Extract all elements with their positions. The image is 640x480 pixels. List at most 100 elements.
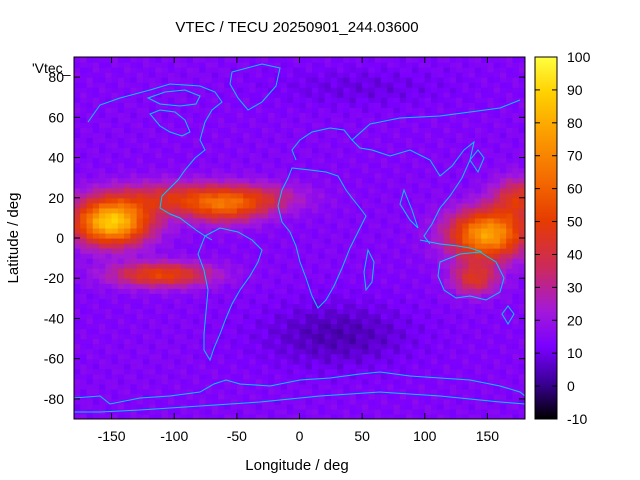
heatmap-cell (249, 62, 257, 68)
heatmap-cell (412, 197, 420, 204)
heatmap-cell (449, 87, 457, 93)
heatmap-cell (443, 303, 451, 309)
heatmap-cell (481, 278, 489, 284)
heatmap-cell (330, 333, 338, 340)
heatmap-cell (193, 343, 200, 350)
heatmap-cell (167, 172, 175, 179)
heatmap-cell (249, 87, 257, 93)
heatmap-cell (431, 182, 438, 189)
heatmap-cell (305, 177, 313, 184)
heatmap-cell (293, 217, 301, 224)
heatmap-cell (305, 222, 313, 229)
heatmap-cell (337, 127, 344, 134)
heatmap-cell (105, 187, 113, 194)
heatmap-cell (343, 293, 351, 299)
heatmap-cell (174, 207, 182, 214)
heatmap-cell (493, 87, 501, 93)
heatmap-cell (387, 243, 395, 249)
heatmap-cell (80, 92, 88, 98)
heatmap-cell (330, 248, 338, 254)
heatmap-cell (474, 137, 482, 144)
heatmap-cell (255, 313, 263, 320)
heatmap-cell (149, 283, 157, 289)
heatmap-cell (92, 77, 100, 83)
heatmap-cell (80, 177, 88, 184)
heatmap-cell (481, 258, 489, 264)
heatmap-cell (155, 152, 163, 159)
heatmap-cell (399, 97, 407, 103)
heatmap-cell (124, 202, 131, 209)
heatmap-cell (499, 238, 507, 244)
heatmap-cell (286, 187, 294, 194)
heatmap-cell (224, 268, 232, 274)
heatmap-cell (180, 157, 188, 164)
heatmap-cell (74, 278, 81, 284)
heatmap-cell (274, 62, 282, 68)
heatmap-cell (261, 142, 269, 149)
heatmap-cell (124, 273, 131, 279)
heatmap-cell (456, 197, 463, 204)
heatmap-cell (355, 137, 363, 144)
heatmap-cell (431, 383, 438, 390)
heatmap-cell (149, 358, 157, 365)
heatmap-cell (111, 403, 119, 410)
heatmap-cell (431, 117, 438, 123)
heatmap-cell (211, 182, 219, 189)
heatmap-cell (111, 62, 119, 68)
heatmap-cell (224, 313, 232, 320)
heatmap-cell (349, 87, 357, 93)
heatmap-cell (236, 57, 244, 63)
heatmap-cell (224, 232, 232, 239)
heatmap-cell (174, 283, 182, 289)
heatmap-cell (474, 82, 482, 88)
heatmap-cell (136, 353, 144, 360)
heatmap-cell (255, 278, 263, 284)
heatmap-cell (280, 263, 288, 269)
heatmap-cell (349, 167, 357, 174)
heatmap-cell (355, 152, 363, 159)
heatmap-cell (111, 147, 119, 154)
heatmap-cell (449, 157, 457, 164)
heatmap-cell (286, 77, 294, 83)
heatmap-cell (167, 293, 175, 299)
heatmap-cell (236, 192, 244, 199)
heatmap-cell (305, 368, 313, 375)
heatmap-cell (124, 187, 131, 194)
heatmap-cell (205, 192, 213, 199)
heatmap-cell (443, 253, 451, 259)
heatmap-cell (431, 388, 438, 395)
heatmap-cell (161, 127, 169, 134)
heatmap-cell (286, 273, 294, 279)
heatmap-cell (161, 162, 169, 169)
heatmap-cell (167, 288, 175, 294)
heatmap-cell (399, 172, 407, 179)
heatmap-cell (80, 197, 88, 204)
heatmap-cell (380, 293, 388, 299)
heatmap-cell (312, 353, 319, 360)
heatmap-cell (405, 57, 413, 63)
heatmap-cell (218, 293, 225, 299)
heatmap-cell (393, 202, 401, 209)
heatmap-cell (418, 328, 426, 335)
heatmap-cell (243, 222, 250, 229)
heatmap-cell (161, 408, 169, 415)
heatmap-cell (437, 177, 445, 184)
heatmap-cell (318, 318, 326, 325)
heatmap-cell (186, 112, 194, 118)
heatmap-cell (193, 323, 200, 330)
heatmap-cell (174, 122, 182, 128)
heatmap-cell (74, 268, 81, 274)
heatmap-cell (412, 378, 420, 385)
heatmap-cell (456, 258, 463, 264)
heatmap-cell (180, 333, 188, 340)
heatmap-cell (124, 207, 131, 214)
heatmap-cell (86, 102, 94, 108)
heatmap-cell (393, 333, 401, 340)
heatmap-cell (193, 152, 200, 159)
heatmap-cell (255, 202, 263, 209)
heatmap-cell (161, 122, 169, 128)
heatmap-cell (481, 167, 489, 174)
heatmap-cell (236, 338, 244, 345)
heatmap-cell (343, 343, 351, 350)
heatmap-cell (218, 147, 225, 154)
